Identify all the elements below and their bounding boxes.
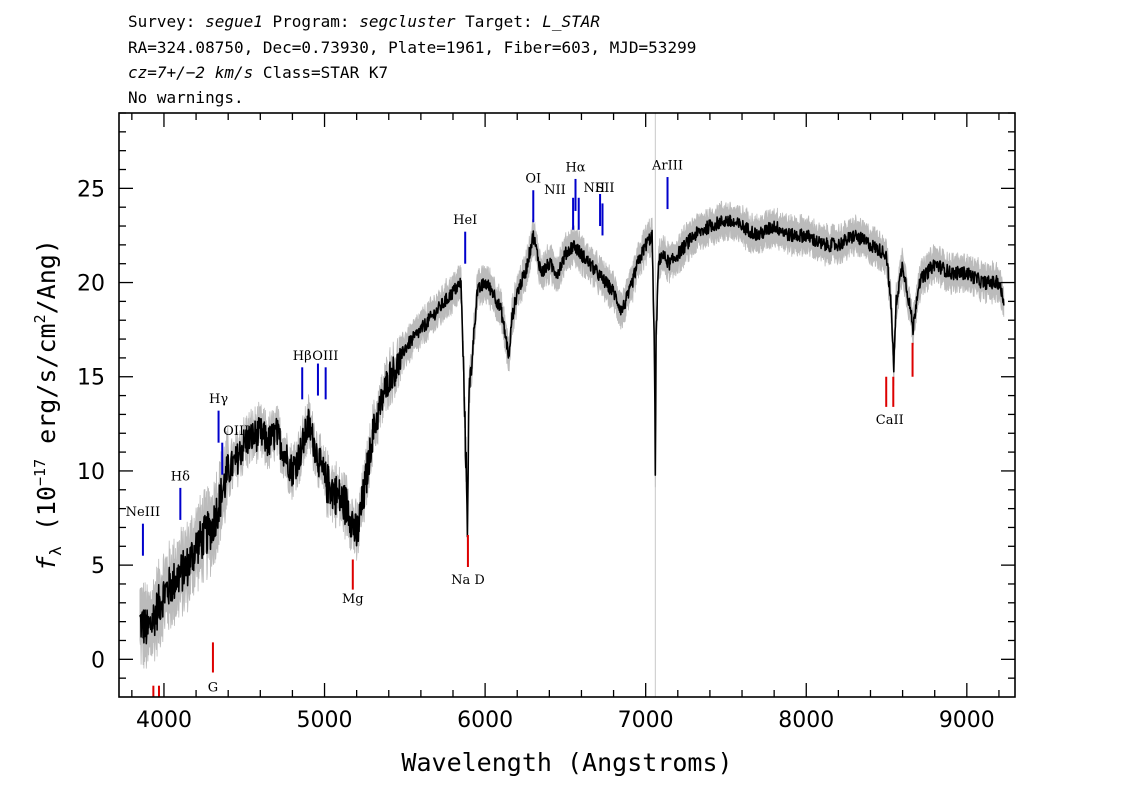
absorption-line-label: G (208, 680, 218, 695)
spectrum-line (139, 214, 1005, 645)
emission-line-label: ArIII (651, 159, 683, 174)
axes: 4000 5000 6000 7000 8000 9000 0 5 10 15 20 25 (77, 112, 1015, 733)
header-line-2: RA=324.08750, Dec=0.73930, Plate=1961, F… (128, 38, 696, 57)
emission-line-label: Hγ (209, 392, 228, 407)
ylabel-part: /Ang) (32, 239, 61, 314)
header-line-4: No warnings. (128, 88, 244, 107)
emission-line-label: NeIII (126, 505, 160, 520)
emission-line-label: Hδ (171, 469, 190, 484)
emission-line-label: OI (525, 172, 541, 187)
x-tick-label: 8000 (778, 708, 834, 733)
x-tick-label: 4000 (136, 708, 192, 733)
emission-line-label: OIII (223, 424, 249, 439)
x-axis-label: Wavelength (Angstroms) (401, 748, 732, 777)
absorption-line-label: CaII (876, 413, 904, 428)
y-tick-label: 10 (77, 460, 105, 485)
header-span: cz=7+/−2 km/s (128, 63, 253, 82)
y-tick-label: 25 (77, 177, 105, 202)
y-tick-label: 5 (91, 554, 105, 579)
chart-header: Survey: segue1 Program: segcluster Targe… (128, 12, 696, 107)
header-span: Target: (456, 12, 543, 31)
x-tick-label: 9000 (939, 708, 995, 733)
y-axis-label: fλ (10−17 erg/s/cm2/Ang) (31, 239, 65, 571)
absorption-line-label: Na D (451, 573, 485, 588)
emission-line-label: SII (595, 181, 614, 196)
header-line-1: Survey: segue1 Program: segcluster Targe… (128, 12, 600, 31)
emission-line-label: NII (583, 181, 605, 196)
ylabel-part: (10 (32, 486, 61, 546)
header-span: segue1 (205, 12, 263, 31)
ylabel-part: erg/s/cm (32, 323, 61, 458)
x-tick-label: 5000 (297, 708, 353, 733)
ylabel-lambda: λ (46, 546, 65, 556)
ylabel-f: f (32, 555, 61, 571)
absorption-lines: G Mg Na D CaII (152, 342, 914, 697)
y-tick-label: 0 (91, 648, 105, 673)
header-span: Program: (263, 12, 359, 31)
ylabel-exp: 2 (31, 314, 49, 323)
y-tick-label: 20 (77, 272, 105, 297)
header-span: segcluster (359, 12, 456, 31)
emission-line-label: OIII (312, 349, 338, 364)
emission-line-label: Hβ (293, 349, 312, 364)
plot-frame (118, 112, 1016, 698)
ylabel-exp: −17 (31, 459, 49, 486)
emission-line-label: Hα (565, 160, 585, 175)
header-span: Survey: (128, 12, 205, 31)
header-line-3: cz=7+/−2 km/s Class=STAR K7 (128, 63, 388, 82)
header-span: L_STAR (542, 12, 600, 31)
y-tick-label: 15 (77, 366, 105, 391)
emission-line-label: HeI (453, 213, 477, 228)
header-span: Class=STAR K7 (253, 63, 388, 82)
x-tick-label: 7000 (618, 708, 674, 733)
absorption-line-label: Mg (342, 592, 364, 607)
x-tick-label: 6000 (457, 708, 513, 733)
emission-line-label: NII (544, 183, 566, 198)
